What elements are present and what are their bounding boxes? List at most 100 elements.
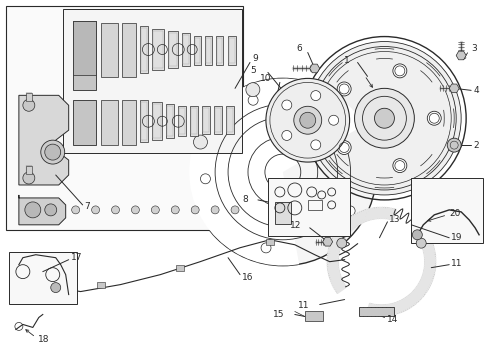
- Bar: [182, 32, 190, 67]
- Text: 11: 11: [298, 301, 309, 310]
- Bar: [152, 102, 162, 140]
- Bar: [9, 252, 77, 303]
- Polygon shape: [309, 64, 319, 73]
- Circle shape: [191, 206, 199, 214]
- Bar: [190, 106, 198, 136]
- Text: 15: 15: [273, 310, 285, 319]
- Circle shape: [193, 135, 207, 149]
- Circle shape: [265, 78, 349, 162]
- Bar: [304, 311, 322, 321]
- Circle shape: [310, 140, 320, 150]
- Bar: [216, 36, 223, 66]
- Circle shape: [337, 117, 346, 127]
- Bar: [227, 36, 236, 66]
- Circle shape: [337, 82, 350, 96]
- Circle shape: [281, 100, 291, 110]
- Bar: [267, 178, 349, 236]
- Circle shape: [23, 99, 35, 111]
- Bar: [214, 106, 222, 134]
- Bar: [152, 28, 164, 71]
- Bar: [265, 239, 273, 245]
- Bar: [153, 31, 163, 68]
- Circle shape: [411, 230, 422, 240]
- Bar: [122, 100, 136, 145]
- Circle shape: [415, 238, 426, 248]
- Bar: [73, 21, 95, 75]
- Bar: [26, 93, 32, 101]
- Bar: [140, 100, 148, 142]
- Circle shape: [189, 78, 376, 266]
- Circle shape: [261, 243, 270, 253]
- Circle shape: [41, 140, 64, 164]
- Text: 5: 5: [250, 66, 255, 75]
- Circle shape: [374, 108, 394, 128]
- Circle shape: [25, 202, 41, 218]
- Bar: [183, 35, 189, 64]
- Bar: [195, 37, 200, 63]
- Polygon shape: [73, 100, 95, 145]
- Polygon shape: [189, 78, 363, 266]
- Bar: [194, 36, 201, 66]
- Text: 9: 9: [251, 54, 257, 63]
- Text: 20: 20: [448, 210, 460, 219]
- Bar: [178, 106, 186, 136]
- Circle shape: [91, 206, 100, 214]
- Bar: [140, 26, 148, 73]
- Polygon shape: [73, 21, 95, 90]
- Circle shape: [299, 112, 315, 128]
- Circle shape: [307, 41, 460, 195]
- Bar: [191, 108, 197, 134]
- Bar: [6, 6, 243, 230]
- Text: 16: 16: [242, 273, 253, 282]
- Circle shape: [392, 64, 406, 78]
- Text: 8: 8: [242, 195, 247, 204]
- Bar: [26, 166, 32, 174]
- Circle shape: [51, 283, 61, 293]
- Text: 18: 18: [38, 335, 49, 344]
- Circle shape: [247, 95, 258, 105]
- Bar: [205, 36, 212, 66]
- Circle shape: [211, 206, 219, 214]
- Bar: [122, 23, 136, 77]
- Bar: [228, 37, 235, 63]
- Bar: [166, 104, 174, 138]
- Circle shape: [45, 204, 57, 216]
- Text: 6: 6: [295, 44, 301, 53]
- Bar: [169, 32, 177, 67]
- Circle shape: [111, 206, 119, 214]
- Text: 17: 17: [71, 253, 82, 262]
- Text: 1: 1: [343, 56, 349, 65]
- Circle shape: [23, 172, 35, 184]
- Bar: [176, 265, 184, 271]
- Text: 13: 13: [388, 215, 400, 224]
- Circle shape: [72, 206, 80, 214]
- Circle shape: [151, 206, 159, 214]
- Circle shape: [245, 83, 259, 96]
- Text: 12: 12: [290, 221, 301, 230]
- Circle shape: [345, 206, 354, 216]
- Bar: [410, 178, 482, 243]
- Text: 11: 11: [450, 259, 462, 268]
- Bar: [141, 28, 147, 71]
- Bar: [141, 102, 147, 140]
- Bar: [274, 202, 290, 224]
- Bar: [203, 108, 209, 132]
- Bar: [179, 108, 185, 134]
- Polygon shape: [455, 51, 465, 60]
- Polygon shape: [19, 95, 68, 185]
- Text: 14: 14: [386, 315, 398, 324]
- Circle shape: [447, 138, 460, 152]
- Circle shape: [354, 88, 413, 148]
- Circle shape: [392, 159, 406, 172]
- Bar: [358, 306, 394, 316]
- Circle shape: [427, 111, 440, 125]
- Circle shape: [336, 238, 346, 248]
- Bar: [307, 200, 321, 210]
- Circle shape: [171, 206, 179, 214]
- Circle shape: [310, 91, 320, 100]
- Circle shape: [293, 106, 321, 134]
- Circle shape: [317, 51, 450, 185]
- Bar: [101, 23, 118, 77]
- Text: 3: 3: [470, 44, 476, 53]
- Circle shape: [328, 115, 338, 125]
